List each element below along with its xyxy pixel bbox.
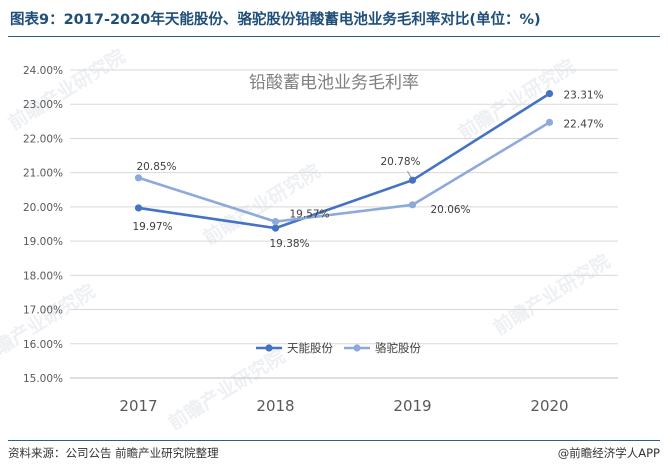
data-point	[271, 218, 280, 226]
y-tick-label: 19.00%	[23, 236, 63, 248]
data-point	[545, 90, 554, 98]
data-label: 20.06%	[431, 204, 471, 216]
data-point	[271, 224, 280, 232]
source-note: 资料来源：公司公告 前瞻产业研究院整理	[8, 446, 219, 460]
legend-marker	[353, 344, 361, 352]
y-tick-label: 20.00%	[23, 202, 63, 214]
data-label: 22.47%	[564, 118, 604, 130]
legend-marker	[265, 344, 273, 352]
chart-title: 铅酸蓄电池业务毛利率	[249, 73, 419, 93]
data-point	[134, 174, 143, 182]
watermark-text: 前瞻产业研究院	[164, 344, 289, 434]
watermark-text: 前瞻产业研究院	[4, 44, 129, 134]
x-tick-label: 2020	[530, 397, 568, 415]
data-label: 23.31%	[564, 90, 604, 102]
y-tick-label: 23.00%	[23, 99, 63, 111]
figure-title: 图表9：2017-2020年天能股份、骆驼股份铅酸蓄电池业务毛利率对比(单位：%…	[10, 12, 541, 28]
y-tick-label: 21.00%	[23, 168, 63, 180]
y-tick-label: 17.00%	[23, 305, 63, 317]
y-tick-label: 24.00%	[23, 65, 63, 77]
data-label: 19.57%	[290, 209, 330, 221]
title-divider	[8, 36, 660, 37]
data-label: 20.85%	[137, 161, 177, 173]
watermark-text: 前瞻产业研究院	[489, 249, 614, 339]
data-label: 19.38%	[270, 238, 310, 250]
footer-divider	[8, 440, 660, 441]
series-line-1	[138, 92, 551, 230]
legend-label: 天能股份	[287, 341, 333, 355]
data-label: 19.97%	[133, 221, 173, 233]
legend-label: 骆驼股份	[375, 341, 421, 355]
line-chart: 前瞻产业研究院前瞻产业研究院前瞻产业研究院前瞻产业研究院前瞻产业研究院前瞻产业研…	[0, 44, 618, 434]
label-leader-line	[407, 170, 412, 179]
series-line-2	[138, 121, 551, 223]
data-point	[408, 201, 417, 209]
y-tick-label: 22.00%	[23, 133, 63, 145]
brand-credit: @前瞻经济学人APP	[557, 446, 660, 460]
x-tick-label: 2019	[393, 397, 431, 415]
data-label: 20.78%	[381, 156, 421, 168]
watermark-text: 前瞻产业研究院	[454, 54, 579, 144]
x-tick-label: 2018	[256, 397, 294, 415]
x-tick-label: 2017	[119, 397, 157, 415]
data-point	[134, 204, 143, 212]
y-tick-label: 15.00%	[23, 373, 63, 385]
watermark-text: 前瞻产业研究院	[0, 279, 99, 369]
y-tick-label: 18.00%	[23, 270, 63, 282]
data-point	[408, 176, 417, 184]
data-point	[545, 118, 554, 126]
y-tick-label: 16.00%	[23, 339, 63, 351]
